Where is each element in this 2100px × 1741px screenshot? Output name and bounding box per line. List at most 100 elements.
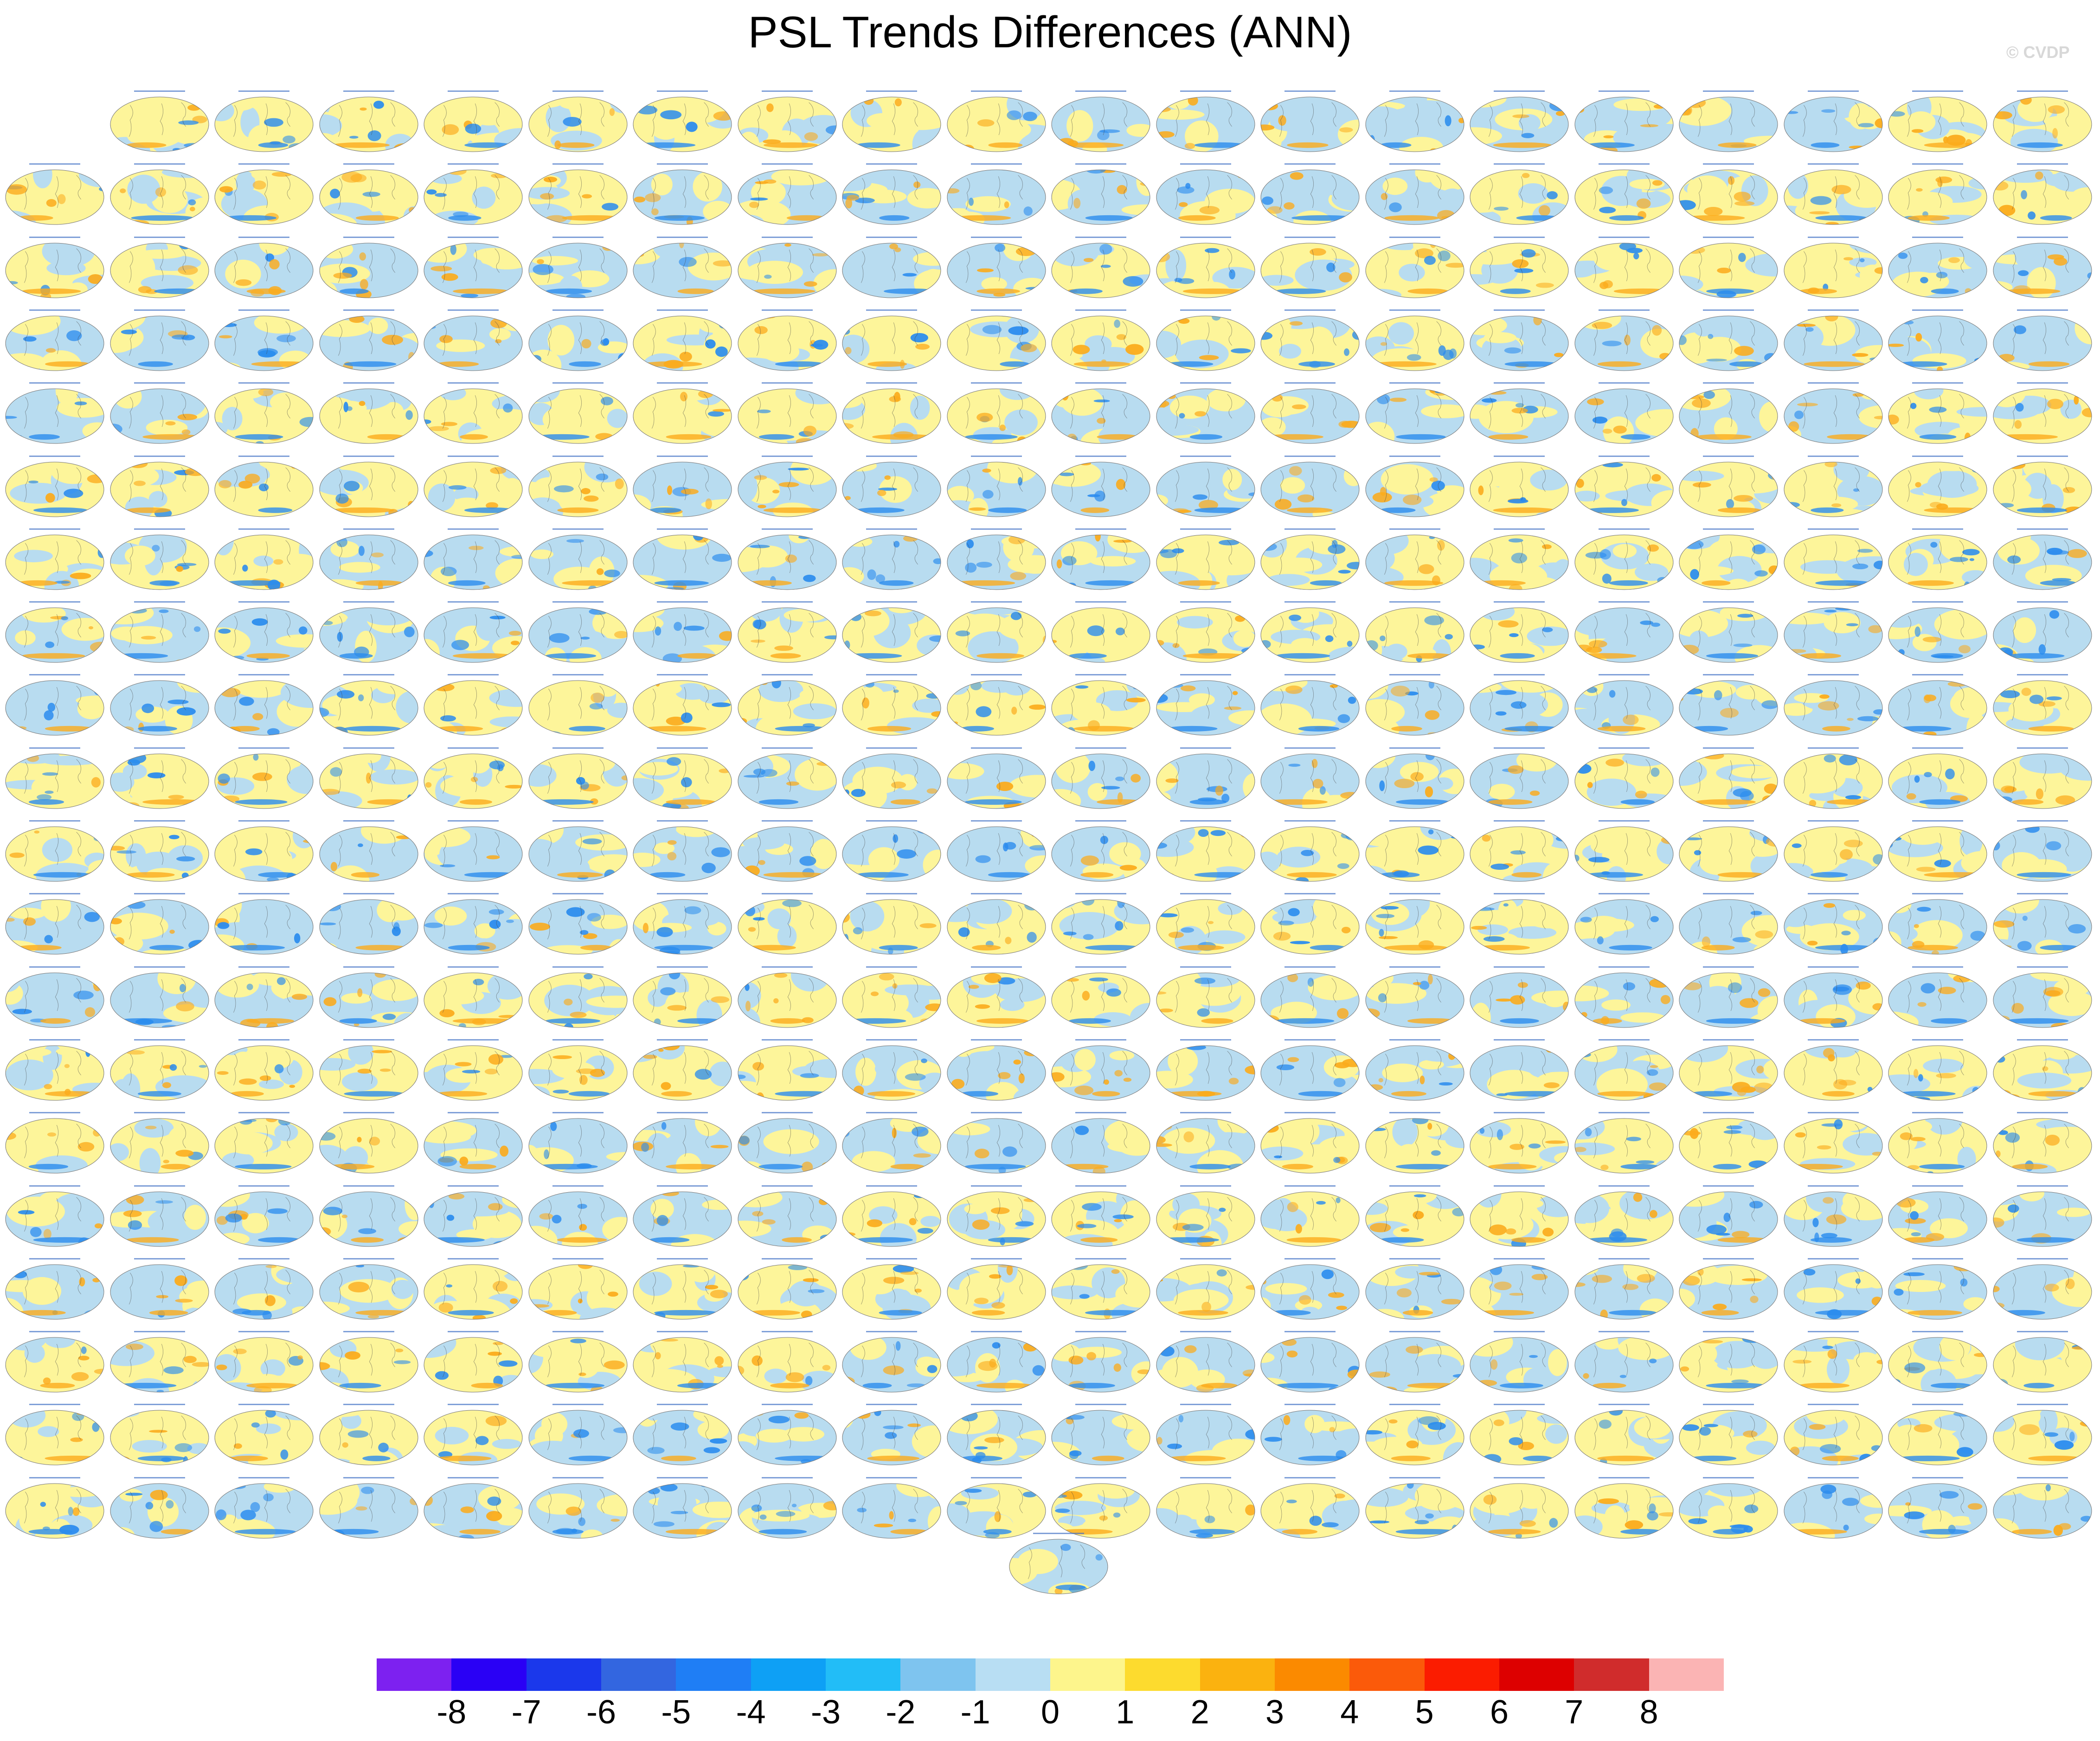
- panel-title: [1494, 1404, 1545, 1406]
- psl-trend-map-panel: [1156, 1258, 1255, 1320]
- panel-title: [970, 1185, 1022, 1187]
- psl-trend-map-panel: [528, 1185, 627, 1246]
- panel-title: [1912, 1039, 1963, 1041]
- psl-trend-map-panel: [947, 747, 1046, 809]
- panel-title: [1075, 1258, 1126, 1259]
- psl-trend-map-panel: [1260, 528, 1360, 590]
- panel-title: [1180, 528, 1231, 530]
- psl-trend-map-panel: [424, 601, 523, 663]
- panel-title: [1180, 236, 1231, 238]
- panel-title: [29, 893, 80, 895]
- psl-trend-map-panel: [110, 1185, 209, 1246]
- panel-title: [761, 1404, 813, 1406]
- psl-trend-map-panel: [1470, 236, 1569, 298]
- psl-trend-map-panel: [1470, 820, 1569, 882]
- psl-trend-map-panel: [633, 1404, 732, 1465]
- psl-trend-map-panel: [1260, 674, 1360, 736]
- psl-trend-map-panel: [1470, 747, 1569, 809]
- colorbar-swatch: [377, 1658, 452, 1691]
- panel-title: [1180, 1039, 1231, 1041]
- panel-title: [552, 1185, 604, 1187]
- psl-trend-map-panel: [5, 1331, 104, 1393]
- panel-title: [761, 966, 813, 968]
- psl-trend-map-panel: [842, 966, 941, 1028]
- psl-trend-map-panel: [947, 90, 1046, 152]
- psl-trend-map-panel: [214, 1331, 314, 1393]
- panel-title: [1075, 966, 1126, 968]
- panel-title: [761, 1039, 813, 1041]
- psl-trend-map-panel: [1574, 674, 1673, 736]
- panel-title: [1598, 1039, 1650, 1041]
- psl-trend-map-panel: [1679, 382, 1778, 444]
- panel-title: [1284, 455, 1336, 457]
- panel-title: [1912, 1112, 1963, 1114]
- panel-title: [1075, 1039, 1126, 1041]
- colorbar-tick-label: -7: [511, 1694, 541, 1731]
- panel-title: [1807, 674, 1859, 676]
- panel-title: [343, 90, 394, 92]
- psl-trend-map-panel: [1051, 1331, 1150, 1393]
- psl-trend-map-panel: [947, 1112, 1046, 1174]
- panel-title: [29, 236, 80, 238]
- psl-trend-map-panel: [424, 90, 523, 152]
- psl-trend-map-panel: [528, 820, 627, 882]
- panel-title: [1598, 1331, 1650, 1333]
- psl-trend-map-panel: [1993, 455, 2092, 517]
- psl-trend-map-panel: [1365, 1404, 1464, 1465]
- psl-trend-map-panel: [528, 236, 627, 298]
- psl-trend-map-panel: [214, 1258, 314, 1320]
- colorbar-swatch: [751, 1658, 826, 1691]
- panel-title: [761, 1258, 813, 1259]
- panel-title: [866, 236, 917, 238]
- psl-trend-map-panel: [1156, 601, 1255, 663]
- panel-title: [657, 893, 708, 895]
- psl-trend-map-panel: [947, 1258, 1046, 1320]
- colorbar-swatch: [1499, 1658, 1574, 1691]
- psl-trend-map-panel: [738, 163, 836, 225]
- psl-trend-map-panel: [1574, 309, 1673, 371]
- panel-title: [448, 1258, 499, 1259]
- panel-title: [1598, 236, 1650, 238]
- panel-title: [1494, 1185, 1545, 1187]
- panel-title: [657, 820, 708, 822]
- panel-title: [448, 1331, 499, 1333]
- psl-trend-map-panel: [947, 382, 1046, 444]
- panel-title: [761, 236, 813, 238]
- panel-title: [761, 455, 813, 457]
- colorbar-tick-label: -6: [586, 1694, 617, 1731]
- panel-title: [970, 601, 1022, 603]
- panel-title: [134, 1039, 185, 1041]
- psl-trend-map-panel: [1888, 309, 1987, 371]
- panel-title: [343, 820, 394, 822]
- colorbar-tick-label: 4: [1340, 1694, 1359, 1731]
- panel-title: [1284, 674, 1336, 676]
- panel-title: [448, 1112, 499, 1114]
- psl-trend-map-panel: [528, 455, 627, 517]
- psl-trend-map-panel: [1051, 1258, 1150, 1320]
- panel-title: [29, 1039, 80, 1041]
- panel-title: [970, 1039, 1022, 1041]
- panel-title: [970, 893, 1022, 895]
- panel-title: [238, 309, 289, 311]
- panel-title: [238, 1185, 289, 1187]
- panel-title: [1494, 601, 1545, 603]
- psl-trend-map-panel: [319, 1185, 418, 1246]
- panel-title: [29, 747, 80, 749]
- psl-trend-map-panel: [1784, 236, 1882, 298]
- panel-title: [1703, 1477, 1754, 1478]
- panel-title: [238, 1477, 289, 1478]
- panel-title: [1389, 601, 1440, 603]
- panel-title: [1912, 382, 1963, 384]
- psl-trend-map-panel: [1679, 674, 1778, 736]
- psl-trend-map-panel: [5, 455, 104, 517]
- psl-trend-map-panel: [1574, 90, 1673, 152]
- panel-title: [2017, 455, 2068, 457]
- panel-title: [134, 236, 185, 238]
- psl-trend-map-panel: [214, 1477, 314, 1539]
- psl-trend-map-panel: [1051, 1039, 1150, 1101]
- panel-title: [866, 163, 917, 165]
- psl-trend-map-panel: [947, 1404, 1046, 1465]
- psl-trend-map-panel: [110, 1039, 209, 1101]
- psl-trend-map-panel: [1993, 528, 2092, 590]
- panel-title: [1912, 1477, 1963, 1478]
